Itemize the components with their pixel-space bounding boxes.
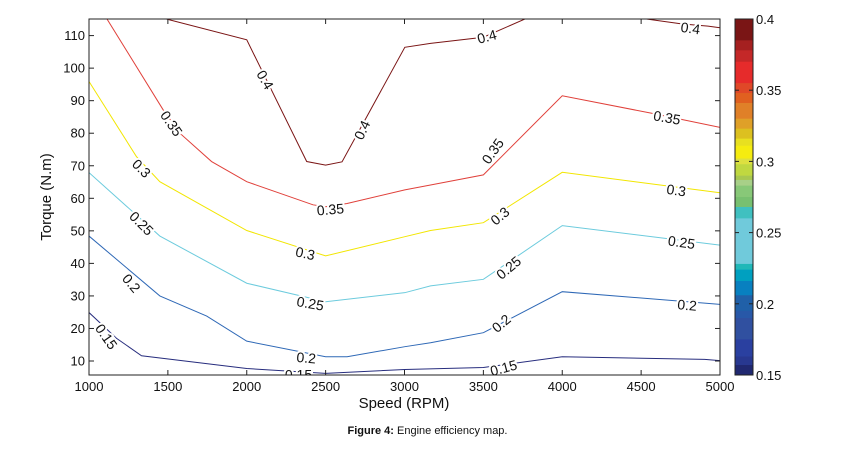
x-tick-label: 1000 — [75, 379, 104, 394]
contour-line-0_35 — [106, 19, 720, 208]
y-tick-label: 100 — [63, 61, 85, 76]
colorbar: 0.15 0.2 0.25 0.3 0.35 0.4 — [734, 12, 781, 383]
contour-label: 0.25 — [667, 232, 696, 252]
contour-line-0_25 — [89, 172, 720, 303]
y-tick-label: 80 — [71, 126, 85, 141]
colorbar-tick-label: 0.2 — [756, 297, 774, 312]
colorbar-band — [735, 158, 753, 165]
colorbar-band — [735, 185, 753, 198]
colorbar-band — [735, 40, 753, 51]
colorbar-band — [735, 103, 753, 120]
engine-efficiency-contour-chart: 0.40.40.4 0.40.350.350.350.350.30.30.30.3… — [38, 12, 781, 412]
colorbar-band — [735, 128, 753, 140]
colorbar-band — [735, 218, 753, 265]
colorbar-band — [735, 281, 753, 296]
y-tick-label: 90 — [71, 93, 85, 108]
x-tick-label: 4500 — [627, 379, 656, 394]
colorbar-band — [735, 164, 753, 177]
figure-caption: Figure 4: Engine efficiency map. — [0, 425, 855, 437]
colorbar-tick-label: 0.35 — [756, 83, 781, 98]
x-tick-label: 1500 — [153, 379, 182, 394]
colorbar-band — [735, 295, 753, 312]
x-tick-label: 3500 — [469, 379, 498, 394]
x-tick-label: 5000 — [706, 379, 735, 394]
colorbar-band — [735, 310, 753, 319]
colorbar-tick-label: 0.25 — [756, 226, 781, 241]
y-tick-label: 10 — [71, 354, 85, 369]
y-tick-label: 60 — [71, 191, 85, 206]
colorbar-band — [735, 269, 753, 282]
y-tick-label: 30 — [71, 288, 85, 303]
contour-label: 0.35 — [316, 200, 345, 218]
contour-line-0_2 — [89, 235, 720, 358]
colorbar-tick-label: 0.15 — [756, 368, 781, 383]
contour-label: 0.2 — [677, 296, 698, 314]
x-axis-label: Speed (RPM) — [359, 395, 450, 412]
contour-line-0_4 — [166, 19, 527, 166]
y-tick-label: 110 — [64, 28, 85, 43]
x-tick-label: 4000 — [548, 379, 577, 394]
contour-line-0_3 — [89, 81, 720, 257]
contour-line-0_15 — [89, 312, 720, 374]
contour-line-0_4 — [642, 19, 720, 29]
contour-label: 0.4 — [680, 19, 702, 38]
colorbar-band — [735, 93, 753, 104]
colorbar-band — [735, 356, 753, 366]
y-tick-label: 50 — [71, 223, 85, 238]
y-tick-label: 20 — [71, 321, 85, 336]
y-axis-label: Torque (N.m) — [38, 153, 55, 241]
colorbar-band — [735, 339, 753, 357]
colorbar-band — [735, 19, 753, 41]
caption-prefix: Figure 4: — [347, 425, 394, 437]
colorbar-frame — [734, 18, 754, 376]
colorbar-tick-label: 0.4 — [756, 12, 774, 27]
colorbar-band — [735, 365, 753, 376]
x-tick-label: 3000 — [390, 379, 419, 394]
contour-label: 0.25 — [296, 293, 326, 314]
colorbar-band — [735, 206, 753, 219]
colorbar-band — [735, 318, 753, 340]
x-tick-label: 2500 — [311, 379, 340, 394]
contour-label: 0.3 — [294, 243, 317, 263]
colorbar-band — [735, 175, 753, 181]
plot-area — [89, 19, 720, 375]
colorbar-band — [735, 145, 753, 160]
colorbar-band — [735, 263, 753, 271]
colorbar-band — [735, 179, 753, 187]
y-tick-label: 40 — [71, 256, 85, 271]
caption-text: Engine efficiency map. — [393, 425, 508, 437]
colorbar-band — [735, 197, 753, 208]
colorbar-band — [735, 50, 753, 63]
contour-label: 0.15 — [285, 366, 312, 382]
colorbar-band — [735, 138, 753, 147]
contour-label: 0.2 — [296, 349, 317, 367]
y-tick-label: 70 — [71, 158, 85, 173]
colorbar-band — [735, 61, 753, 84]
contour-label: 0.3 — [666, 181, 688, 200]
colorbar-band — [735, 118, 753, 130]
colorbar-tick-label: 0.3 — [756, 154, 774, 169]
colorbar-band — [735, 83, 753, 94]
x-tick-label: 2000 — [232, 379, 261, 394]
